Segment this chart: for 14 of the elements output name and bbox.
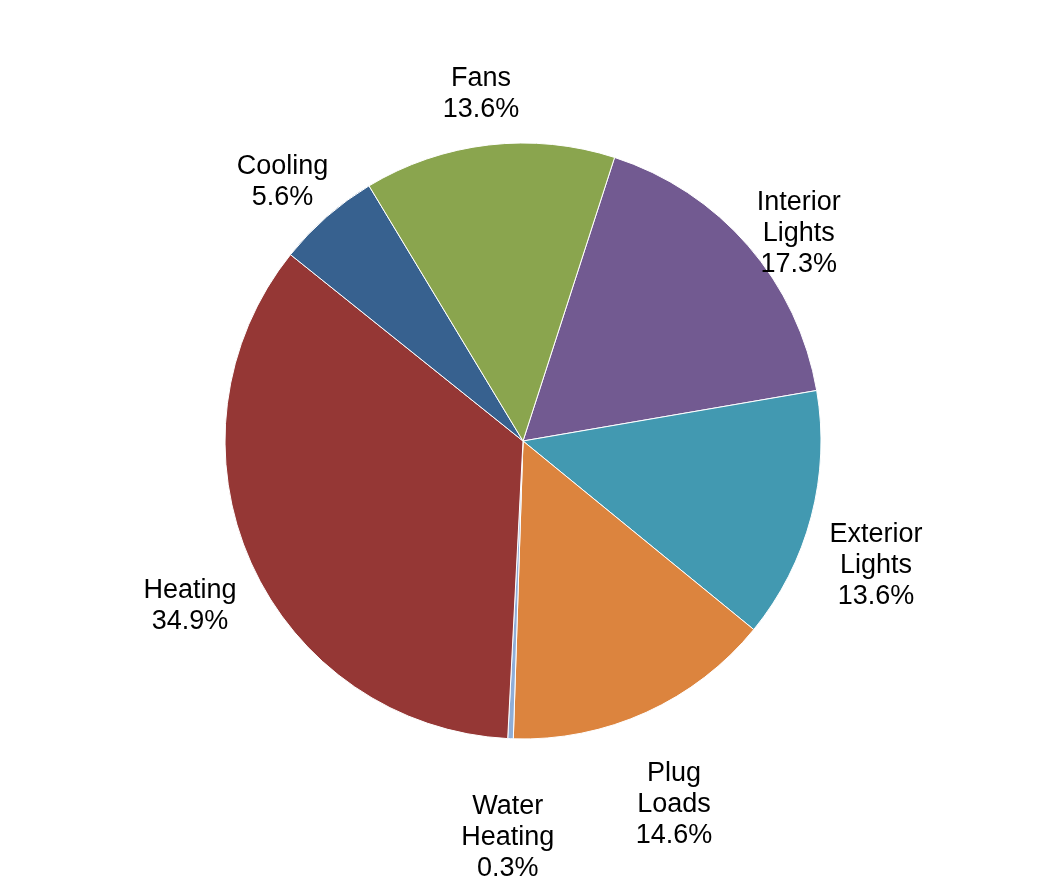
data-label: 0.3% bbox=[476, 851, 539, 882]
data-label: 17.3% bbox=[760, 247, 838, 278]
data-label: 14.6% bbox=[635, 819, 713, 850]
slice-label: Plug Loads bbox=[637, 757, 711, 819]
slice-label: Exterior Lights bbox=[829, 517, 923, 579]
slice-label: Water Heating bbox=[461, 789, 555, 851]
slice-label: Cooling bbox=[236, 150, 329, 181]
data-label: 13.6% bbox=[442, 93, 520, 124]
data-label: 13.6% bbox=[837, 579, 915, 610]
slice-label: Interior Lights bbox=[756, 185, 841, 247]
slice-label: Heating bbox=[143, 574, 237, 605]
data-label: 5.6% bbox=[251, 181, 314, 212]
slice-label: Fans bbox=[451, 62, 512, 93]
data-label: 34.9% bbox=[151, 605, 229, 636]
